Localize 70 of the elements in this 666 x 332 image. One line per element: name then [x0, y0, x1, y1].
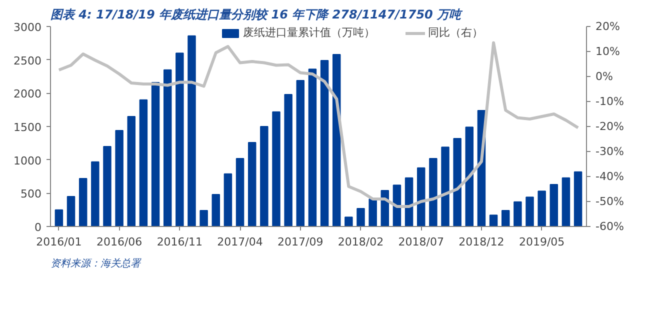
bar — [91, 161, 100, 226]
bar — [296, 80, 305, 226]
bar — [453, 138, 462, 226]
legend-label: 同比（右） — [428, 25, 483, 40]
y-tick-label: 1500 — [14, 121, 42, 134]
bar — [308, 68, 317, 226]
bar — [78, 178, 88, 226]
bar — [538, 190, 546, 226]
bar — [139, 99, 148, 226]
bar — [103, 146, 112, 226]
y-tick-label: 500 — [20, 188, 42, 201]
y2-tick-label: 0% — [596, 70, 613, 83]
bar — [115, 130, 124, 226]
legend-label: 废纸进口量累计值（万吨） — [243, 25, 375, 40]
bar — [501, 210, 510, 226]
y-tick-label: 2500 — [14, 54, 42, 68]
y-tick-label: 2000 — [14, 88, 42, 101]
line-series — [57, 41, 580, 208]
bar — [127, 116, 136, 226]
y2-tick-label: -40% — [596, 170, 624, 183]
x-tick-label: 2018/12 — [458, 236, 504, 248]
bar — [344, 216, 353, 226]
y2-tick-label: -30% — [596, 145, 624, 158]
bar — [562, 177, 570, 226]
x-tick-label: 2016/06 — [96, 236, 142, 248]
bar — [260, 126, 268, 226]
bar — [356, 208, 365, 226]
bar — [200, 210, 208, 226]
bar — [212, 194, 220, 226]
bar — [320, 60, 329, 226]
bar — [429, 158, 438, 226]
y2-tick-label: -10% — [596, 95, 624, 108]
bar — [514, 201, 522, 226]
bar — [526, 196, 534, 226]
bar — [489, 214, 498, 226]
x-tick-label: 2018/02 — [338, 236, 384, 248]
x-tick-label: 2016/01 — [36, 236, 82, 248]
y2-tick-label: -20% — [596, 120, 624, 133]
bar — [284, 94, 292, 226]
y2-tick-label: -60% — [596, 220, 624, 233]
bar — [66, 196, 76, 226]
bar — [163, 69, 172, 226]
y-tick-label: 0 — [34, 221, 42, 234]
bar — [368, 198, 377, 226]
y2-tick-label: -50% — [596, 195, 624, 208]
bar — [151, 82, 160, 226]
x-tick-label: 2019/05 — [518, 236, 565, 248]
y-tick-label: 1000 — [14, 154, 42, 168]
x-tick-label: 2016/11 — [156, 236, 203, 248]
bar — [416, 167, 426, 226]
x-tick-label: 2017/04 — [217, 236, 263, 248]
chart-title: 图表 4: 17/18/19 年废纸进口量分别较 16 年下降 278/1147/1750 万吨 — [50, 8, 464, 22]
bar — [54, 209, 64, 226]
bar — [236, 158, 244, 226]
bar — [224, 173, 232, 226]
x-tick-label: 2017/09 — [278, 236, 324, 248]
text: 资料来源：海关总署 — [50, 258, 142, 270]
y2-tick-label: 10% — [596, 45, 620, 58]
bar — [248, 142, 256, 226]
bar — [272, 111, 280, 226]
bar — [176, 52, 184, 226]
bar — [465, 126, 474, 226]
bar — [574, 171, 582, 226]
bar — [441, 146, 450, 226]
bar — [550, 184, 558, 226]
x-tick-label: 2018/07 — [398, 236, 444, 248]
y2-tick-label: 20% — [596, 20, 620, 33]
bar — [404, 177, 414, 226]
bar — [188, 35, 196, 226]
y-tick-label: 3000 — [14, 21, 42, 34]
